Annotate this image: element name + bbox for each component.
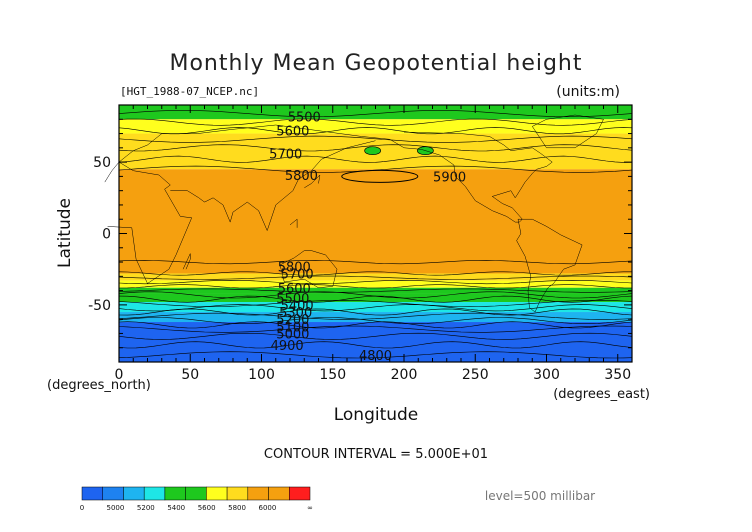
contour-label: 5300 (279, 306, 312, 321)
x-axis-label: Longitude (334, 405, 419, 425)
contour-line (118, 271, 632, 276)
colorbar-swatch (143, 486, 166, 501)
colorbar-label: 6000 (259, 504, 277, 512)
contour-band (119, 312, 632, 323)
contour-line (118, 110, 633, 117)
x-tick-label: 0 (115, 367, 124, 383)
y-axis-unit: (degrees_north) (47, 378, 151, 393)
contour-label: 4800 (359, 349, 392, 364)
y-tick-label: -50 (88, 298, 111, 314)
colorbar-swatch (289, 486, 311, 501)
colorbar-label: 0 (80, 504, 84, 512)
chart-title: Monthly Mean Geopotential height (169, 51, 582, 76)
colorbar-swatch (268, 486, 290, 501)
coastline (279, 250, 338, 289)
contour-label: 5500 (288, 110, 321, 125)
x-tick-label: 350 (604, 367, 631, 383)
contour-label: 5700 (269, 148, 302, 163)
colorbar-label: 5000 (107, 504, 125, 512)
contour-label: 5500 (276, 292, 309, 307)
colorbar-label: 5400 (167, 504, 185, 512)
contour-label: 5200 (276, 313, 309, 328)
contour-line (118, 317, 633, 324)
coastline (516, 218, 583, 313)
contour-band (119, 280, 632, 288)
colorbar-swatch (185, 486, 207, 501)
contour-line (118, 279, 633, 285)
contour-line (118, 304, 633, 312)
contour-line (118, 284, 633, 289)
x-tick-label: 200 (391, 367, 418, 383)
x-tick-label: 150 (319, 367, 346, 383)
contour-line (118, 321, 633, 329)
contour-label: 5700 (281, 267, 314, 282)
y-tick-label: 0 (102, 227, 111, 243)
contour-label: 5600 (276, 125, 309, 140)
contour-cell (364, 146, 381, 156)
coastline (289, 218, 298, 228)
contour-line (118, 275, 633, 280)
x-tick-label: 300 (533, 367, 560, 383)
colorbar-swatch (206, 486, 228, 501)
contour-lines (118, 110, 633, 359)
colorbar-swatch (102, 486, 124, 501)
contour-line (118, 144, 633, 152)
x-axis-unit: (degrees_east) (553, 387, 650, 402)
units-label: (units:m) (556, 84, 620, 100)
contour-label: 4900 (271, 339, 304, 354)
contour-label: 5800 (278, 260, 311, 275)
contour-label: 5000 (276, 327, 309, 342)
contour-band (119, 293, 632, 303)
contour-line (341, 169, 419, 183)
level-text: level=500 millibar (485, 489, 595, 503)
contour-label: 5600 (278, 282, 311, 297)
colorbar-swatch (123, 486, 145, 501)
contour-line (118, 118, 633, 126)
contour-line (118, 259, 633, 265)
colorbar-swatch (164, 486, 186, 501)
colorbar-swatch (247, 486, 269, 501)
contour-line (118, 341, 633, 349)
coastline (170, 140, 376, 232)
coastline (107, 161, 193, 284)
y-tick-label: 50 (93, 155, 111, 171)
coastline (182, 253, 191, 270)
colorbar-label: 5800 (228, 504, 246, 512)
contour-line (118, 155, 633, 163)
contour-line (118, 325, 633, 333)
colorbar: 0 5000 5200 5400 5600 5800 6000 ∞ (80, 486, 313, 512)
contour-label: 5400 (281, 299, 314, 314)
colorbar-label: 5600 (198, 504, 216, 512)
axis-ticks: 0 50 100 150 200 250 300 350 50 0 -50 (88, 105, 632, 383)
coastline (531, 114, 604, 149)
contour-line (118, 312, 633, 320)
colorbar-label: 5200 (137, 504, 155, 512)
filled-contour-bands (119, 105, 632, 362)
contour-label: 5800 (285, 169, 318, 184)
contour-band (119, 119, 632, 134)
coastline (304, 174, 321, 189)
contour-interval-text: CONTOUR INTERVAL = 5.000E+01 (264, 447, 488, 462)
colorbar-swatch (226, 486, 249, 501)
x-tick-label: 250 (462, 367, 489, 383)
file-name-label: [HGT_1988-07_NCEP.nc] (120, 85, 259, 98)
contour-line (118, 332, 633, 340)
colorbar-swatch (81, 486, 103, 501)
contour-label: 5100 (276, 320, 309, 335)
contour-line (118, 288, 633, 293)
colorbar-label: ∞ (307, 504, 313, 512)
coastline (389, 131, 553, 223)
y-axis-label: Latitude (55, 198, 75, 268)
contour-line (118, 295, 633, 303)
contour-label: 5900 (433, 170, 466, 185)
contour-band (119, 169, 632, 274)
x-tick-label: 100 (248, 367, 275, 383)
contour-line (118, 308, 633, 316)
contour-band (119, 287, 632, 294)
x-tick-label: 50 (181, 367, 199, 383)
contour-line (118, 135, 633, 143)
contour-line (118, 127, 633, 135)
